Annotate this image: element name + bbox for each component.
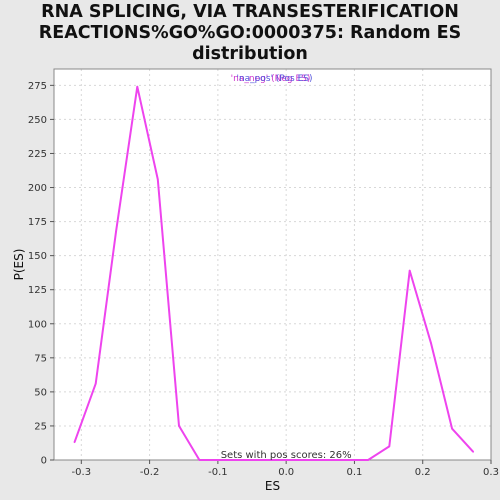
- data-point: [451, 427, 453, 430]
- data-point: [156, 178, 159, 181]
- y-tick-label: 125: [28, 285, 47, 296]
- x-tick-label: -0.2: [140, 467, 160, 478]
- x-tick-label: -0.3: [72, 467, 92, 478]
- x-tick-label: 0.2: [415, 467, 431, 478]
- data-point: [73, 441, 76, 444]
- chart-title-line-3: distribution: [192, 44, 308, 64]
- y-axis-ticks: 0 25 50 75 100 125 150 175 200 225 250 275: [28, 81, 54, 467]
- y-tick-label: 200: [28, 183, 47, 194]
- y-tick-label: 0: [41, 456, 47, 467]
- chart-title: RNA SPLICING, VIA TRANSESTERIFICATION RE…: [0, 2, 500, 65]
- y-tick-label: 75: [34, 353, 47, 364]
- data-point: [367, 459, 369, 461]
- data-point: [219, 459, 222, 461]
- x-tick-label: 0.1: [346, 467, 362, 478]
- data-point: [240, 459, 243, 461]
- y-tick-label: 275: [28, 81, 47, 92]
- legend-entry-pos: 'na_pos' (Pos ES): [236, 74, 312, 84]
- data-point: [408, 269, 411, 272]
- x-tick-label: -0.1: [208, 467, 228, 478]
- legend-entry-neg: 'na_neg' (Neg ES): [231, 74, 311, 84]
- y-axis-label: P(ES): [12, 249, 26, 281]
- series-group: [73, 85, 475, 461]
- data-point: [430, 342, 432, 344]
- data-point: [198, 459, 201, 461]
- x-tick-label: 0.0: [278, 467, 294, 478]
- y-tick-label: 250: [28, 115, 47, 126]
- pos-scores-annotation: Sets with pos scores: 26%: [221, 450, 352, 461]
- x-tick-label: 0.3: [483, 467, 499, 478]
- data-point: [472, 451, 475, 453]
- plot-area: [54, 69, 491, 460]
- y-tick-label: 150: [28, 251, 47, 262]
- chart-title-line-2: REACTIONS%GO%GO:0000375: Random ES: [38, 23, 462, 43]
- data-point: [94, 382, 97, 385]
- y-tick-label: 225: [28, 149, 47, 160]
- y-tick-label: 50: [34, 387, 47, 398]
- x-axis-label: ES: [265, 479, 280, 493]
- data-point: [136, 85, 139, 88]
- chart-title-line-1: RNA SPLICING, VIA TRANSESTERIFICATION: [41, 2, 459, 22]
- data-point: [178, 425, 180, 427]
- y-tick-label: 100: [28, 319, 47, 330]
- y-tick-label: 25: [34, 421, 47, 432]
- data-point: [115, 230, 117, 232]
- data-point: [388, 445, 391, 448]
- x-axis-ticks: -0.3 -0.2 -0.1 0.0 0.1 0.2 0.3: [72, 460, 499, 478]
- y-tick-label: 175: [28, 217, 47, 228]
